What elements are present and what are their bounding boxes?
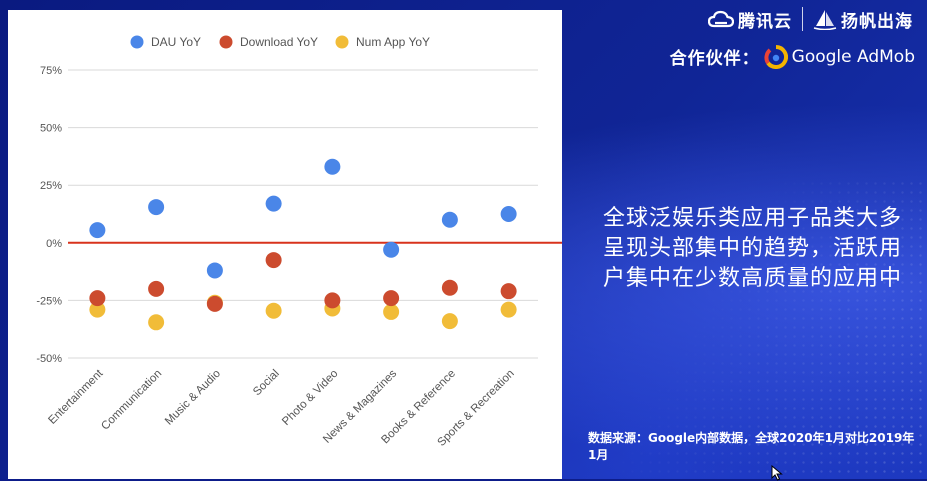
data-point xyxy=(148,199,165,216)
y-tick-label: 75% xyxy=(40,65,62,77)
chart-grid xyxy=(68,69,538,359)
data-point xyxy=(206,295,223,312)
data-point xyxy=(265,195,282,212)
admob-icon xyxy=(764,44,788,69)
y-tick-label: -50% xyxy=(36,353,62,365)
data-point xyxy=(383,290,400,307)
x-tick-label: Social xyxy=(251,368,282,399)
data-point xyxy=(89,222,106,239)
y-tick-label: -25% xyxy=(36,295,62,307)
data-points xyxy=(89,158,517,331)
data-point xyxy=(500,283,517,300)
brand-divider xyxy=(802,7,803,31)
data-point xyxy=(148,280,165,297)
x-tick-label: Photo & Video xyxy=(280,368,340,428)
data-point xyxy=(89,301,106,318)
data-point xyxy=(441,279,458,296)
partner-line: 合作伙伴： Google AdMob xyxy=(670,44,915,69)
data-point xyxy=(324,158,341,175)
legend-label: DAU YoY xyxy=(151,35,201,49)
y-tick-label: 50% xyxy=(40,123,62,135)
tencent-cloud-name: 腾讯云 xyxy=(738,11,792,32)
headline-text: 全球泛娱乐类应用子品类大多呈现头部集中的趋势，活跃用户集中在少数高质量的应用中 xyxy=(603,206,903,291)
data-point xyxy=(324,292,341,309)
partner-brand-name: 扬帆出海 xyxy=(841,11,913,32)
data-point xyxy=(441,211,458,228)
data-point xyxy=(500,301,517,318)
legend-label: Num App YoY xyxy=(356,35,430,49)
partner-brand-logo: 扬帆出海 xyxy=(813,7,913,32)
cloud-icon xyxy=(708,10,734,28)
data-point xyxy=(383,303,400,320)
data-source-note: 数据来源：Google内部数据，全球2020年1月对比2019年1月 xyxy=(588,431,915,462)
admob-name: Google AdMob xyxy=(791,46,915,67)
sail-icon xyxy=(813,10,837,30)
brand-header: 腾讯云 扬帆出海 xyxy=(708,6,913,32)
legend-marker xyxy=(335,35,349,49)
data-point xyxy=(148,314,165,331)
data-point xyxy=(265,302,282,319)
x-tick-label: Music & Audio xyxy=(163,368,223,428)
data-point xyxy=(383,241,400,258)
legend-label: Download YoY xyxy=(240,35,318,49)
data-point xyxy=(500,206,517,222)
y-tick-label: 0% xyxy=(46,238,62,250)
data-point xyxy=(441,313,458,330)
legend-marker xyxy=(130,35,144,49)
chart-legend: DAU YoY Download YoY Num App YoY xyxy=(130,35,430,49)
x-tick-label: Entertainment xyxy=(46,367,106,427)
x-tick-label: Communication xyxy=(99,368,164,433)
data-point xyxy=(206,262,223,279)
partner-label: 合作伙伴： xyxy=(669,49,760,69)
legend-marker xyxy=(219,35,233,49)
chart-panel: DAU YoY Download YoY Num App YoY 75% 50% 25%… xyxy=(8,10,562,479)
dot-pattern-decoration xyxy=(547,179,927,479)
y-tick-label: 25% xyxy=(40,180,62,192)
tencent-cloud-logo: 腾讯云 xyxy=(708,7,792,32)
scatter-chart: DAU YoY Download YoY Num App YoY 75% 50% 25%… xyxy=(36,35,562,449)
y-axis-ticks: 75% 50% 25% 0% -25% -50% xyxy=(36,65,62,365)
data-point xyxy=(89,290,106,307)
data-point xyxy=(265,252,282,269)
